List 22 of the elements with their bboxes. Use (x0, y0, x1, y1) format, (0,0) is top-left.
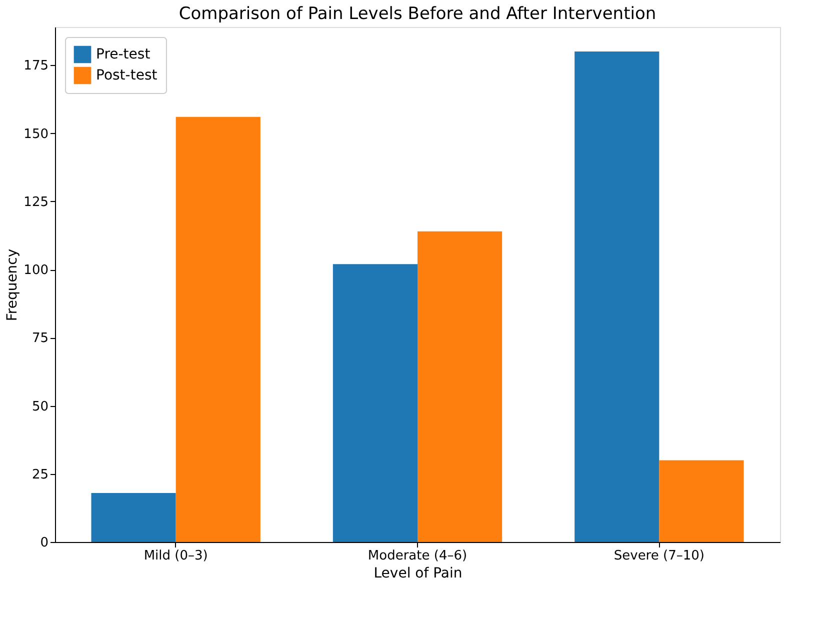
x-tick-label: Severe (7–10) (614, 548, 704, 564)
y-tick-label: 75 (32, 331, 48, 346)
bar (91, 492, 176, 542)
bar (418, 231, 502, 542)
x-tick-label: Moderate (4–6) (368, 548, 468, 564)
bar (176, 116, 260, 542)
legend-label: Post-test (96, 68, 158, 84)
y-tick-label: 25 (32, 467, 48, 482)
y-tick-label: 125 (24, 194, 48, 210)
bar (574, 52, 660, 542)
x-axis-title: Level of Pain (374, 566, 462, 582)
y-tick-label: 100 (24, 263, 48, 278)
x-tick-label: Mild (0–3) (144, 548, 208, 564)
bar (659, 460, 744, 542)
y-axis-title: Frequency (4, 248, 21, 322)
bar (332, 264, 418, 542)
y-tick-label: 0 (40, 536, 48, 550)
y-tick-label: 150 (24, 126, 48, 142)
legend-label: Pre-test (96, 46, 151, 62)
y-tick-label: 50 (32, 399, 48, 414)
chart-title: Comparison of Pain Levels Before and After Intervention (178, 4, 656, 24)
y-tick-label: 175 (24, 58, 48, 74)
